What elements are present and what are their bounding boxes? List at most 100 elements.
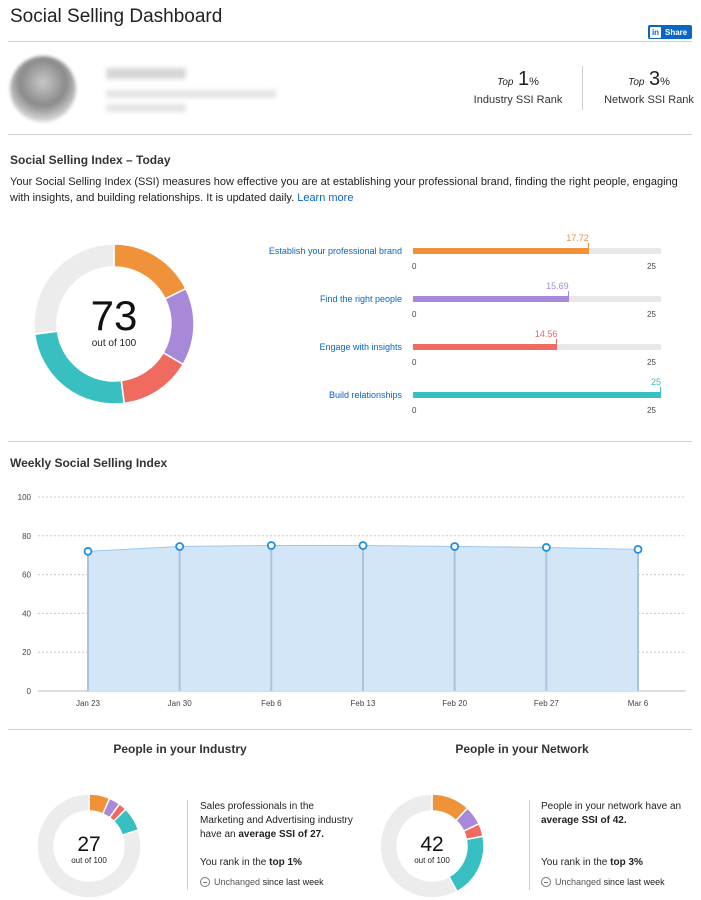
component-value: 17.72	[566, 233, 589, 243]
network-score: 42	[420, 833, 443, 856]
data-point	[83, 546, 93, 556]
y-tick-label: 20	[22, 648, 31, 657]
industry-summary: Sales professionals in the Marketing and…	[200, 800, 360, 842]
industry-title: People in your Industry	[113, 742, 247, 756]
profile-headline-blurred	[106, 104, 186, 112]
network-rank: Top 3% Network SSI Rank	[600, 68, 698, 106]
x-tick-label: Jan 30	[168, 699, 193, 708]
divider	[582, 66, 583, 110]
data-point	[175, 542, 185, 551]
divider	[8, 41, 692, 42]
component-value: 14.56	[534, 329, 558, 339]
ssi-score: 73	[91, 292, 138, 339]
donut-remainder	[36, 793, 142, 899]
component-bar-marker	[556, 339, 558, 345]
rank-percent: %	[660, 76, 670, 88]
donut-segment	[113, 243, 187, 300]
minus-circle-icon	[541, 877, 551, 887]
profile-headline-blurred	[106, 90, 276, 98]
x-tick-label: Jan 23	[76, 699, 101, 708]
network-score-sub: out of 100	[414, 856, 450, 865]
industry-text: Sales professionals in the Marketing and…	[200, 801, 353, 840]
linkedin-icon: in	[650, 26, 661, 38]
section-heading: Weekly Social Selling Index	[10, 456, 168, 470]
network-average: average SSI of 42.	[541, 815, 627, 826]
component-bar-marker	[567, 291, 569, 297]
network-title: People in your Network	[455, 742, 589, 756]
ssi-description: Your Social Selling Index (SSI) measures…	[10, 174, 690, 206]
change-period: since last week	[603, 877, 665, 887]
bar-min-tick: 0	[412, 262, 417, 271]
industry-score: 27	[77, 833, 100, 856]
component-label[interactable]: Engage with insights	[319, 342, 402, 352]
network-text: People in your network have an	[541, 801, 682, 812]
rank-prefix: You rank in the	[200, 857, 267, 868]
industry-average: average SSI of 27.	[238, 829, 324, 840]
bar-max-tick: 25	[647, 310, 656, 319]
y-tick-label: 0	[27, 687, 32, 696]
learn-more-link[interactable]: Learn more	[297, 192, 354, 204]
profile-name-blurred	[106, 68, 186, 79]
y-tick-label: 40	[22, 609, 31, 618]
industry-score-sub: out of 100	[71, 856, 107, 865]
y-tick-label: 100	[18, 493, 32, 502]
rank-value: top 1%	[269, 857, 302, 868]
network-summary: People in your network have an average S…	[541, 800, 701, 828]
rank-prefix: You rank in the	[541, 857, 608, 868]
share-button[interactable]: in Share	[648, 25, 692, 39]
donut-remainder	[379, 793, 459, 899]
donut-remainder	[33, 243, 115, 336]
network-donut: 42 out of 100	[379, 793, 485, 899]
page-title: Social Selling Dashboard	[10, 6, 223, 27]
x-tick-label: Feb 6	[261, 699, 282, 708]
rank-label: Industry SSI Rank	[473, 94, 563, 106]
bar-max-tick: 25	[647, 358, 656, 367]
component-bar-fill	[413, 392, 661, 398]
component-label[interactable]: Find the right people	[319, 294, 402, 304]
avatar	[10, 56, 76, 122]
data-point	[266, 541, 276, 550]
x-tick-label: Feb 13	[351, 699, 376, 708]
description-text: Your Social Selling Index (SSI) measures…	[10, 176, 678, 204]
donut-segment	[120, 351, 185, 405]
x-tick-label: Feb 27	[534, 699, 559, 708]
industry-rank-text: You rank in the top 1%	[200, 856, 360, 870]
component-bar-fill	[413, 248, 589, 254]
y-tick-label: 60	[22, 571, 31, 580]
section-heading: Social Selling Index – Today	[10, 153, 171, 167]
donut-segment	[447, 835, 485, 893]
data-point	[541, 543, 551, 552]
y-tick-label: 80	[22, 532, 31, 541]
network-rank-text: You rank in the top 3%	[541, 856, 701, 870]
x-tick-label: Mar 6	[628, 699, 649, 708]
component-value: 25	[650, 377, 661, 387]
bar-max-tick: 25	[647, 406, 656, 415]
component-bar-fill	[413, 344, 558, 350]
component-value: 15.69	[546, 281, 569, 291]
rank-number: 1	[517, 68, 530, 90]
data-point	[633, 544, 643, 554]
divider	[187, 800, 188, 890]
ssi-score-sub: out of 100	[92, 338, 137, 349]
divider	[8, 134, 692, 135]
bar-max-tick: 25	[647, 262, 656, 271]
donut-segment	[162, 287, 195, 366]
component-label[interactable]: Establish your professional brand	[268, 246, 402, 256]
network-change: Unchanged since last week	[541, 877, 665, 887]
change-label: Unchanged	[555, 877, 602, 887]
divider	[8, 441, 692, 442]
x-tick-label: Feb 20	[442, 699, 467, 708]
rank-label: Network SSI Rank	[604, 94, 694, 106]
divider	[529, 800, 530, 890]
divider	[8, 729, 692, 730]
rank-percent: %	[529, 76, 539, 88]
component-bar-marker	[587, 243, 589, 249]
industry-rank: Top 1% Industry SSI Rank	[466, 68, 570, 106]
rank-value: top 3%	[610, 857, 643, 868]
component-label[interactable]: Build relationships	[328, 390, 402, 400]
weekly-chart: 0 20 40 60 80 100 Jan 23 Jan 30 Feb 6 Feb 13 Feb 2…	[18, 493, 686, 708]
data-point	[450, 542, 460, 551]
rank-top: Top	[497, 77, 514, 88]
rank-number: 3	[648, 68, 661, 90]
share-label: Share	[665, 27, 688, 37]
